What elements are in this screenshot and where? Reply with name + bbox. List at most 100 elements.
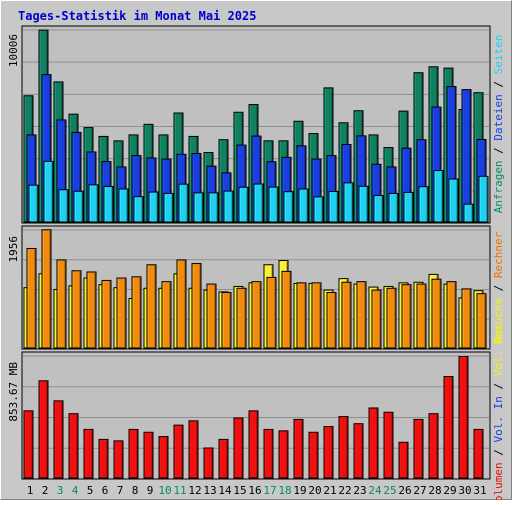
bar-seiten-day-1 xyxy=(28,184,39,223)
bar-fill xyxy=(253,183,264,223)
bar-rechner-day-2 xyxy=(41,229,52,349)
x-tick-label: 21 xyxy=(323,484,336,497)
bar-fill xyxy=(98,438,109,479)
bar-fill xyxy=(268,186,279,223)
bar-fill xyxy=(476,293,487,349)
bar-rechner-day-22 xyxy=(341,281,352,349)
legend-entry: Dateien xyxy=(492,94,505,140)
bar-volumen-day-20 xyxy=(308,431,319,479)
legend-entry: / xyxy=(492,278,505,298)
bar-fill xyxy=(283,191,294,223)
bar-volumen-day-16 xyxy=(248,410,259,479)
bar-seiten-day-23 xyxy=(358,185,369,223)
bar-fill xyxy=(278,430,289,479)
bar-fill xyxy=(328,190,339,223)
bar-volumen-day-27 xyxy=(413,418,424,479)
bar-fill xyxy=(338,416,349,479)
series-legend-requests: Anfragen / Dateien / Seiten xyxy=(492,35,505,214)
bar-fill xyxy=(383,411,394,479)
x-tick-label: 5 xyxy=(87,484,94,497)
bar-fill xyxy=(478,175,489,223)
bar-fill xyxy=(56,259,67,349)
bar-rechner-day-28 xyxy=(431,278,442,349)
x-tick-label: 31 xyxy=(473,484,486,497)
x-tick-label: 15 xyxy=(233,484,246,497)
bar-seiten-day-28 xyxy=(433,170,444,223)
bar-rechner-day-1 xyxy=(26,247,37,349)
x-tick-label: 6 xyxy=(102,484,109,497)
bar-fill xyxy=(443,376,454,479)
panel-requests: 10006 Anfragen / Dateien / Seiten xyxy=(7,25,505,224)
bar-volumen-day-18 xyxy=(278,430,289,479)
bar-volumen-day-5 xyxy=(83,428,94,479)
bar-rechner-day-9 xyxy=(146,264,157,349)
series-legend-visits: Besuche / Rechner xyxy=(492,231,505,344)
x-tick-label: 22 xyxy=(338,484,351,497)
bar-fill xyxy=(248,410,259,479)
legend-entry: Rechner xyxy=(492,231,505,278)
bar-rechner-day-16 xyxy=(251,281,262,349)
bar-seiten-day-9 xyxy=(148,191,159,223)
x-tick-label: 18 xyxy=(278,484,291,497)
bar-volumen-day-12 xyxy=(188,420,199,479)
legend-entry: / xyxy=(492,141,505,161)
bar-fill xyxy=(418,186,429,223)
bar-seiten-day-7 xyxy=(118,188,129,223)
bar-volumen-day-22 xyxy=(338,416,349,479)
x-tick-label: 24 xyxy=(368,484,382,497)
bar-seiten-day-4 xyxy=(73,190,84,223)
bar-fill xyxy=(88,184,99,223)
bar-fill xyxy=(208,192,219,223)
bar-fill xyxy=(118,188,129,223)
bar-seiten-day-20 xyxy=(313,196,324,223)
x-tick-label: 23 xyxy=(353,484,366,497)
bar-seiten-day-19 xyxy=(298,188,309,223)
bar-fill xyxy=(386,287,397,349)
bar-volumen-day-10 xyxy=(158,436,169,479)
x-tick-label: 11 xyxy=(173,484,186,497)
chart-title: Tages-Statistik im Monat Mai 2025 xyxy=(18,9,256,23)
x-tick-label: 1 xyxy=(27,484,34,497)
bar-fill xyxy=(143,431,154,479)
bar-rechner-day-6 xyxy=(101,279,112,349)
bar-fill xyxy=(203,447,214,479)
bar-volumen-day-15 xyxy=(233,417,244,479)
bar-volumen-day-23 xyxy=(353,423,364,479)
bar-fill xyxy=(133,196,144,223)
bar-seiten-day-2 xyxy=(43,160,54,223)
bar-fill xyxy=(263,428,274,479)
bar-fill xyxy=(398,441,409,479)
bar-fill xyxy=(101,279,112,349)
bar-rechner-day-26 xyxy=(401,284,412,349)
x-tick-label: 8 xyxy=(132,484,139,497)
x-tick-label: 25 xyxy=(383,484,396,497)
x-tick-label: 20 xyxy=(308,484,321,497)
bar-rechner-day-21 xyxy=(326,291,337,349)
legend-entry: / xyxy=(492,376,505,396)
bar-seiten-day-27 xyxy=(418,186,429,223)
bar-fill xyxy=(58,189,69,223)
bar-fill xyxy=(73,190,84,223)
bar-rechner-day-31 xyxy=(476,293,487,349)
bar-fill xyxy=(221,291,232,349)
bar-fill xyxy=(206,283,217,349)
x-tick-label: 13 xyxy=(203,484,216,497)
bar-fill xyxy=(28,184,39,223)
bar-rechner-day-8 xyxy=(131,276,142,349)
bar-fill xyxy=(53,400,64,479)
bar-rechner-day-11 xyxy=(176,259,187,349)
bar-fill xyxy=(431,278,442,349)
legend-entry: Vol. Out xyxy=(492,323,505,376)
bar-rechner-day-5 xyxy=(86,271,97,349)
legend-entry: / xyxy=(492,442,505,462)
bar-fill xyxy=(313,196,324,223)
bar-seiten-day-8 xyxy=(133,196,144,223)
bar-fill xyxy=(403,191,414,223)
x-tick-label: 28 xyxy=(428,484,441,497)
bar-fill xyxy=(178,183,189,223)
bar-rechner-day-30 xyxy=(461,288,472,349)
x-tick-label: 4 xyxy=(72,484,79,497)
bar-rechner-day-4 xyxy=(71,270,82,349)
bar-seiten-day-15 xyxy=(238,186,249,223)
